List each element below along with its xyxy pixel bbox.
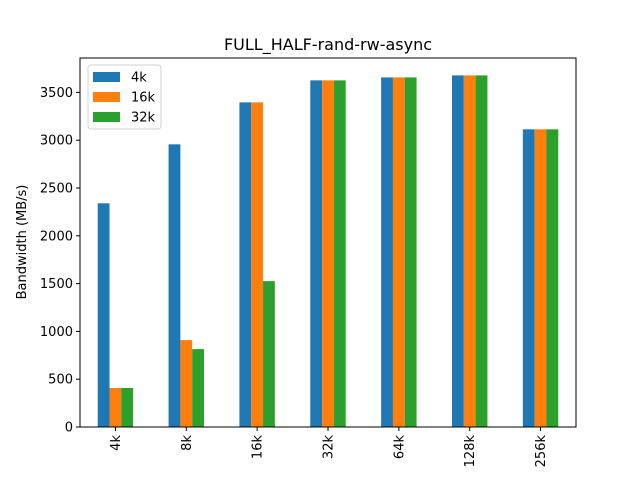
- bar: [392, 77, 405, 428]
- bar: [192, 349, 204, 427]
- y-tick-label: 0: [65, 421, 73, 436]
- bar: [121, 387, 134, 427]
- plot-frame: [79, 57, 577, 428]
- y-tick-label: 1000: [40, 325, 73, 340]
- y-axis-label: Bandwidth (MB/s): [15, 185, 30, 300]
- x-tick-label: 32k: [322, 435, 337, 460]
- legend-label: 32k: [131, 111, 156, 126]
- y-tick-label: 500: [48, 373, 73, 388]
- bar: [522, 129, 535, 427]
- bar: [534, 129, 547, 427]
- y-tick-label: 1500: [40, 277, 73, 292]
- x-tick-label: 64k: [392, 435, 407, 460]
- y-tick-label: 3000: [40, 134, 73, 149]
- legend-swatch: [93, 72, 120, 82]
- bar: [381, 77, 393, 428]
- y-tick-label: 3500: [40, 86, 73, 101]
- chart-title: FULL_HALF-rand-rw-async: [224, 35, 432, 55]
- bar: [452, 75, 464, 428]
- legend-label: 16k: [131, 91, 156, 106]
- bar: [322, 80, 334, 427]
- legend-swatch: [93, 92, 120, 102]
- bar: [404, 77, 417, 428]
- x-tick-label: 256k: [534, 435, 549, 468]
- bar: [109, 387, 122, 427]
- y-tick-label: 2000: [40, 229, 73, 244]
- legend-label: 4k: [131, 71, 147, 86]
- x-tick-label: 128k: [463, 435, 478, 468]
- bar: [475, 75, 488, 428]
- y-tick-label: 2500: [40, 182, 73, 197]
- bar: [239, 102, 252, 427]
- bar: [546, 129, 559, 427]
- bar: [251, 102, 264, 427]
- bar: [97, 203, 110, 427]
- bar: [263, 281, 275, 427]
- bar: [180, 340, 193, 427]
- bar: [463, 75, 476, 428]
- x-tick-label: 16k: [251, 435, 266, 460]
- bar: [310, 80, 323, 427]
- x-tick-label: 8k: [180, 435, 195, 451]
- bar: [333, 80, 346, 427]
- bar: [168, 144, 181, 427]
- legend-swatch: [93, 112, 120, 122]
- x-tick-label: 4k: [109, 435, 124, 451]
